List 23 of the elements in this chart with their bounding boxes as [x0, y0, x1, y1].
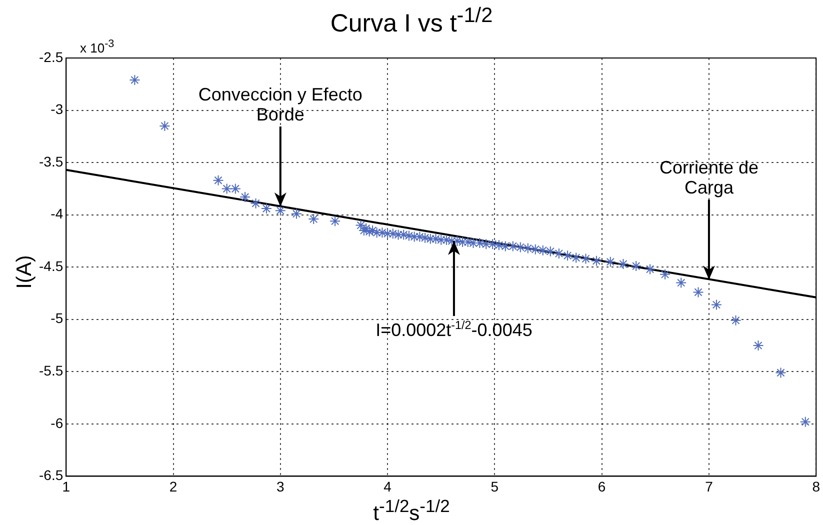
x-axis-title: t$^{-1/2}$s$^{-1/2}$: [372, 496, 451, 525]
y-tick-label: -3: [50, 101, 64, 118]
annotation: Corriente de Carga: [659, 158, 759, 198]
x-tick-label: 5: [490, 478, 499, 494]
chart-title: Curva I vs t$^{-1/2}$: [329, 4, 494, 38]
x-tick-label: 7: [705, 478, 714, 494]
annotation: Conveccion y Efecto Borde: [198, 84, 362, 124]
x-tick-label: 8: [812, 478, 820, 494]
y-tick-label: -2.5: [39, 48, 64, 65]
y-tick-label: -6.5: [39, 467, 64, 484]
y-tick-label: -4.5: [39, 258, 64, 274]
y-tick-label: -5: [50, 310, 64, 326]
x-tick-label: 2: [169, 478, 178, 494]
y-axis-title: I(A): [12, 255, 37, 289]
y-tick-label: -3.5: [39, 153, 64, 170]
x-tick-label: 4: [384, 478, 392, 494]
x-tick-label: 1: [62, 478, 70, 494]
x-tick-label: 6: [598, 478, 606, 494]
y-tick-label: -5.5: [39, 362, 64, 379]
y-tick-label: -6: [50, 414, 64, 431]
x-tick-label: 3: [276, 478, 285, 494]
text: x 10$^{-3}$: [80, 38, 114, 56]
y-tick-label: -4: [50, 206, 64, 222]
